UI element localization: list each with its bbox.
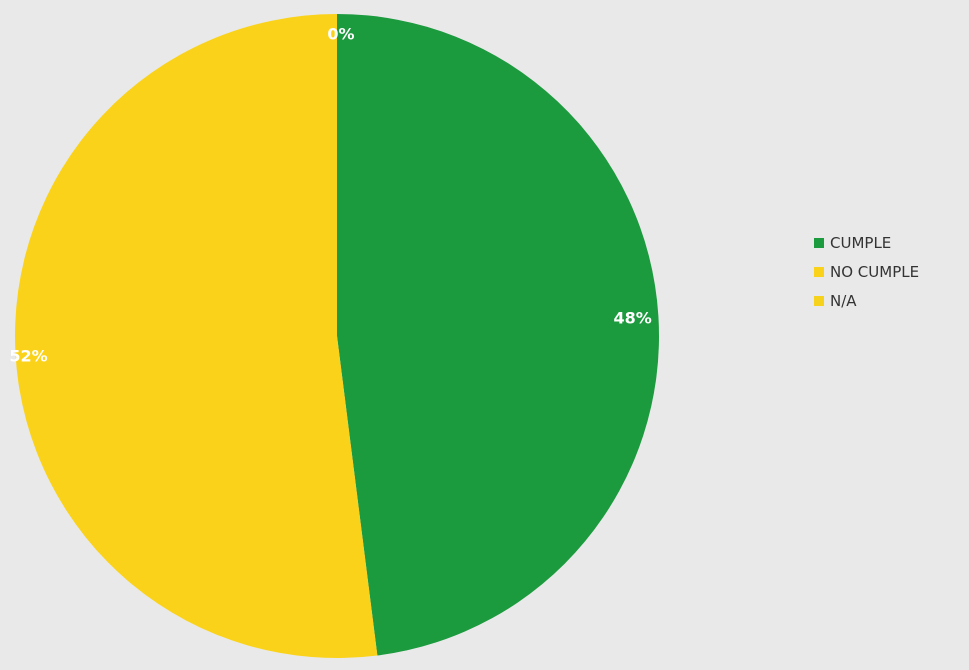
legend-swatch-cumple — [814, 238, 824, 248]
data-label-cumple: 48% — [614, 308, 652, 327]
legend-label-no-cumple: NO CUMPLE — [830, 263, 919, 281]
pie-slice-no-cumple — [15, 14, 378, 658]
pie-slices — [15, 14, 660, 658]
data-label-no-cumple: 52% — [9, 346, 47, 365]
data-label-n-a: 0% — [327, 24, 354, 43]
legend-swatch-no-cumple — [814, 267, 824, 277]
legend-label-cumple: CUMPLE — [830, 234, 891, 252]
pie-slice-labels: 48% 52% 0% — [9, 24, 651, 365]
legend: CUMPLE NO CUMPLE N/A — [814, 234, 919, 310]
legend-label-n-a: N/A — [830, 292, 857, 310]
pie-slice-cumple — [337, 14, 660, 656]
legend-swatch-n-a — [814, 296, 824, 306]
